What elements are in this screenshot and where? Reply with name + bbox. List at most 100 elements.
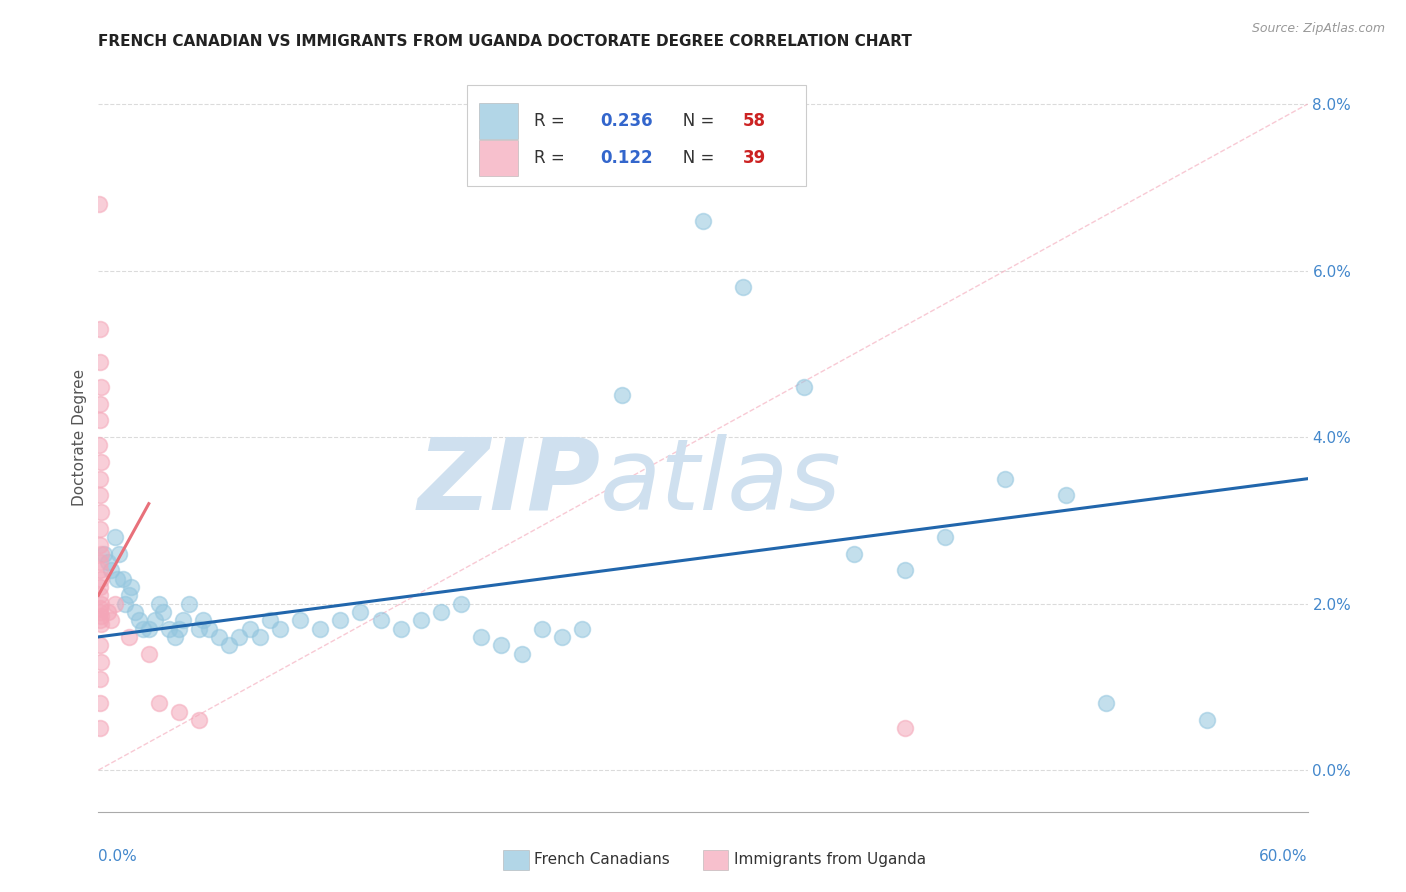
FancyBboxPatch shape — [479, 103, 517, 139]
Point — [309, 622, 332, 636]
Text: 0.236: 0.236 — [600, 112, 652, 130]
Point — [89, 555, 111, 569]
Point — [89, 600, 111, 615]
Point — [90, 572, 112, 586]
Point — [90, 547, 112, 561]
Point — [893, 722, 915, 736]
Point — [370, 613, 392, 627]
Point — [349, 605, 371, 619]
Point — [111, 572, 134, 586]
Point — [89, 580, 111, 594]
Point — [97, 605, 120, 619]
Point — [844, 547, 866, 561]
Point — [329, 613, 352, 627]
Point — [198, 622, 221, 636]
Text: French Canadians: French Canadians — [534, 853, 671, 867]
Point — [208, 630, 231, 644]
Point — [218, 638, 240, 652]
Point — [152, 605, 174, 619]
Point — [89, 522, 111, 536]
Point — [105, 572, 128, 586]
Point — [1195, 713, 1218, 727]
Point — [259, 613, 281, 627]
Point — [89, 413, 111, 427]
Point — [120, 580, 142, 594]
Point — [167, 705, 190, 719]
Point — [89, 355, 111, 369]
Point — [89, 438, 111, 452]
Point — [510, 647, 533, 661]
Point — [179, 597, 201, 611]
Point — [163, 630, 186, 644]
Point — [193, 613, 215, 627]
Point — [97, 555, 120, 569]
Point — [114, 597, 136, 611]
Point — [188, 713, 211, 727]
Point — [491, 638, 513, 652]
Point — [157, 622, 180, 636]
Point — [89, 488, 111, 502]
Text: Source: ZipAtlas.com: Source: ZipAtlas.com — [1251, 22, 1385, 36]
Text: N =: N = — [666, 112, 720, 130]
FancyBboxPatch shape — [479, 140, 517, 177]
Text: N =: N = — [666, 149, 720, 168]
Text: atlas: atlas — [600, 434, 842, 531]
Point — [89, 722, 111, 736]
Point — [89, 613, 111, 627]
Text: 39: 39 — [742, 149, 766, 168]
Text: 58: 58 — [742, 112, 766, 130]
Point — [89, 197, 111, 211]
Point — [100, 563, 122, 577]
Point — [93, 547, 115, 561]
Point — [132, 622, 155, 636]
Point — [188, 622, 211, 636]
Text: R =: R = — [534, 149, 569, 168]
Point — [143, 613, 166, 627]
Point — [138, 647, 160, 661]
Point — [89, 605, 111, 619]
Point — [103, 530, 125, 544]
Point — [269, 622, 291, 636]
Point — [89, 397, 111, 411]
Point — [934, 530, 956, 544]
Point — [90, 455, 112, 469]
Point — [118, 630, 141, 644]
Point — [89, 538, 111, 552]
Point — [893, 563, 915, 577]
Point — [530, 622, 553, 636]
Point — [128, 613, 150, 627]
Point — [90, 609, 112, 624]
Point — [124, 605, 146, 619]
Point — [612, 388, 634, 402]
Point — [994, 472, 1017, 486]
Point — [89, 588, 111, 602]
Point — [90, 617, 112, 632]
Point — [138, 622, 160, 636]
Point — [692, 213, 714, 227]
Point — [90, 505, 112, 519]
Point — [90, 380, 112, 394]
Text: 0.122: 0.122 — [600, 149, 652, 168]
Point — [288, 613, 311, 627]
Point — [450, 597, 472, 611]
Point — [1095, 697, 1118, 711]
Point — [148, 697, 170, 711]
Point — [571, 622, 593, 636]
Point — [100, 613, 122, 627]
Point — [793, 380, 815, 394]
Point — [89, 672, 111, 686]
Point — [118, 588, 141, 602]
Point — [90, 597, 112, 611]
Point — [107, 547, 129, 561]
Point — [148, 597, 170, 611]
Text: 60.0%: 60.0% — [1260, 849, 1308, 864]
Point — [239, 622, 262, 636]
Point — [228, 630, 250, 644]
Point — [103, 597, 125, 611]
Point — [89, 563, 111, 577]
Text: R =: R = — [534, 112, 569, 130]
Point — [167, 622, 190, 636]
Point — [1054, 488, 1077, 502]
Point — [172, 613, 194, 627]
Point — [430, 605, 453, 619]
